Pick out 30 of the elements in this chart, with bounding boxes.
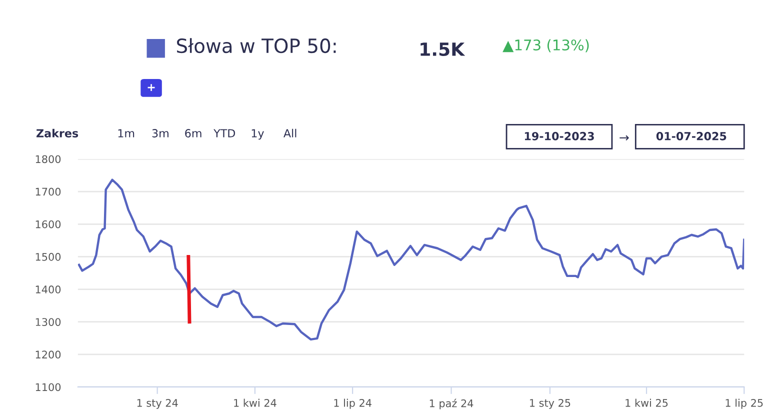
y-tick-label: 1300 — [36, 318, 61, 326]
line-series — [78, 178, 744, 341]
text: YTD — [214, 129, 236, 138]
text: All — [284, 128, 296, 138]
x-tick-label: 1 sty 24 — [137, 398, 178, 409]
x-tick-label: 1 paź 24 — [430, 398, 474, 410]
text: 19-10-2023 — [524, 132, 594, 140]
text: → — [620, 135, 629, 141]
chart-title: Słowa w TOP 50: — [177, 38, 336, 54]
text: 1.5K — [420, 42, 466, 56]
x-tick-label: 1 lip 25 — [726, 398, 763, 409]
text: 01-07-2025 — [656, 132, 726, 140]
y-tick-label: 1800 — [36, 155, 61, 164]
text: 6m — [185, 129, 202, 138]
y-tick-label: 1600 — [36, 220, 61, 228]
x-tick-label: 1 sty 25 — [530, 398, 570, 409]
text: Zakres — [36, 128, 78, 138]
y-tick-label: 1200 — [36, 350, 61, 359]
y-tick-label: 1100 — [36, 383, 61, 392]
x-tick-label: 1 kwi 25 — [626, 398, 668, 407]
x-tick-label: 1 lip 24 — [334, 398, 372, 409]
y-tick-label: 1700 — [36, 188, 61, 196]
y-tick-label: 1500 — [36, 252, 61, 261]
text: 1m — [118, 129, 134, 138]
text: + — [148, 84, 155, 92]
y-tick-label: 1400 — [36, 286, 61, 294]
text: 1y — [252, 129, 264, 140]
x-tick-label: 1 kwi 24 — [234, 398, 276, 407]
text: 3m — [152, 129, 168, 138]
text: ▲173 (13%) — [502, 39, 589, 52]
